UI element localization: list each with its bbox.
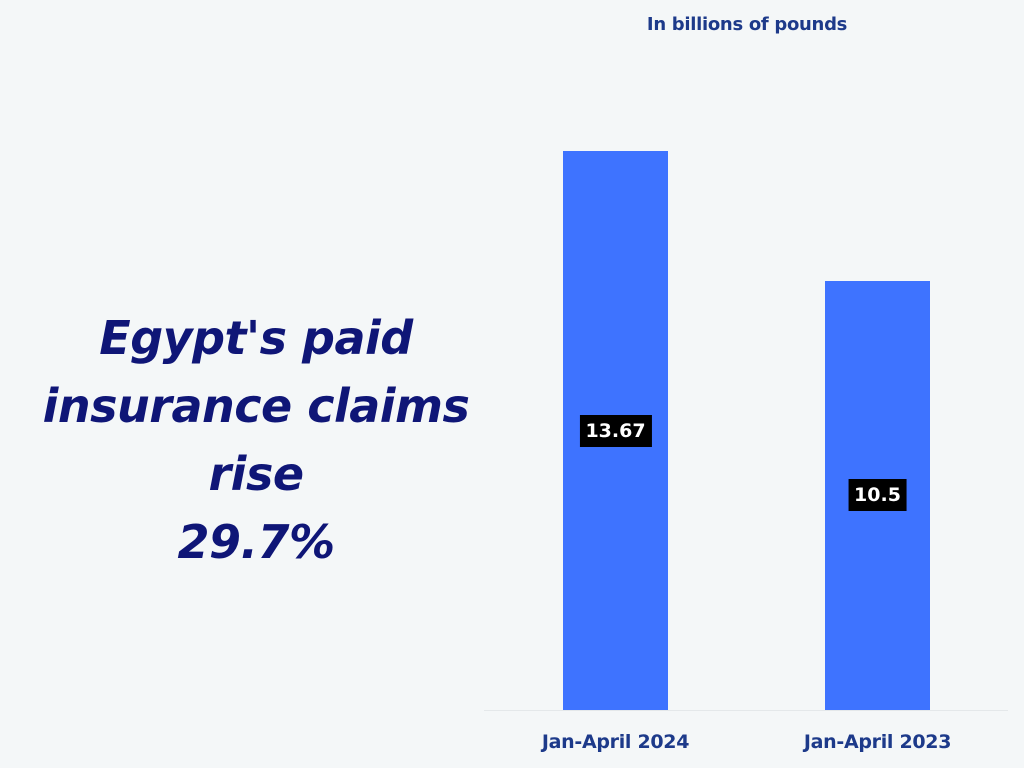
category-label-2023: Jan-April 2023 [803,731,952,753]
category-label-2024: Jan-April 2024 [541,731,690,753]
value-label-2024: 13.67 [579,414,652,447]
headline-line-1: Egypt's paid [99,311,413,365]
x-axis-baseline [484,710,1008,711]
unit-label: In billions of pounds [646,14,848,35]
headline-line-2: insurance claims rise [42,379,470,501]
value-label-2023: 10.5 [848,479,907,512]
headline: Egypt's paid insurance claims rise 29.7% [0,304,512,576]
headline-line-3: 29.7% [177,515,335,569]
